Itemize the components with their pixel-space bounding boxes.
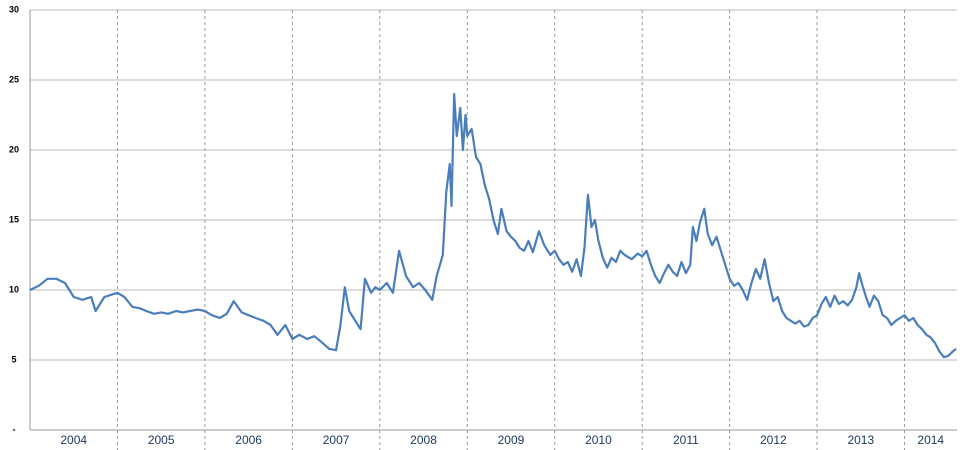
y-tick-label: -	[13, 424, 16, 434]
x-tick-label: 2014	[917, 433, 944, 447]
x-tick-label: 2011	[673, 433, 699, 447]
y-tick-label: 20	[9, 144, 19, 154]
x-tick-label: 2005	[148, 433, 175, 447]
data-line	[29, 92, 957, 359]
x-tick-label: 2009	[498, 433, 525, 447]
y-tick-label: 15	[9, 214, 19, 224]
x-tick-label: 2010	[585, 433, 612, 447]
y-tick-label: 5	[11, 354, 16, 364]
x-tick-label: 2008	[410, 433, 437, 447]
y-tick-label: 25	[9, 74, 19, 84]
x-tick-label: 2013	[847, 433, 874, 447]
x-tick-label: 2007	[323, 433, 350, 447]
x-tick-label: 2006	[235, 433, 262, 447]
y-tick-label: 30	[9, 4, 19, 14]
x-tick-label: 2012	[760, 433, 787, 447]
y-tick-label: 10	[9, 284, 19, 294]
x-tick-label: 2004	[60, 433, 87, 447]
